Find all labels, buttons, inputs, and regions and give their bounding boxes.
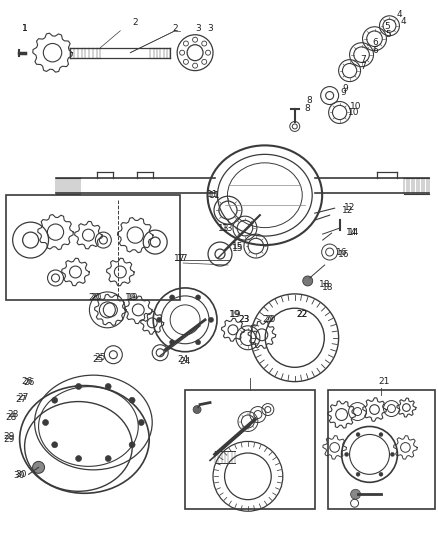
Text: 29: 29 bbox=[3, 435, 14, 444]
Text: 12: 12 bbox=[344, 203, 355, 212]
Circle shape bbox=[193, 406, 201, 414]
Text: 19: 19 bbox=[230, 310, 242, 319]
Circle shape bbox=[196, 295, 201, 300]
Circle shape bbox=[105, 383, 111, 390]
Text: 3: 3 bbox=[195, 25, 201, 33]
Text: 19: 19 bbox=[127, 293, 138, 302]
Text: 25: 25 bbox=[93, 355, 104, 364]
Text: 11: 11 bbox=[207, 190, 219, 199]
Text: 24: 24 bbox=[177, 355, 189, 364]
Text: 22: 22 bbox=[296, 310, 307, 319]
Text: 16: 16 bbox=[338, 249, 350, 259]
Text: 20: 20 bbox=[264, 316, 276, 324]
Circle shape bbox=[76, 383, 81, 390]
Text: 20: 20 bbox=[262, 316, 274, 324]
Circle shape bbox=[170, 340, 175, 345]
Circle shape bbox=[105, 456, 111, 462]
Text: 28: 28 bbox=[5, 413, 16, 422]
Bar bbox=[6, 195, 180, 300]
Text: 3: 3 bbox=[207, 25, 213, 33]
Text: 12: 12 bbox=[342, 206, 353, 215]
Text: 16: 16 bbox=[336, 247, 347, 256]
Text: 27: 27 bbox=[17, 393, 28, 402]
Text: 22: 22 bbox=[296, 310, 307, 319]
Text: 26: 26 bbox=[23, 378, 34, 387]
Text: 8: 8 bbox=[307, 96, 313, 105]
Text: 30: 30 bbox=[15, 470, 26, 479]
Text: 19: 19 bbox=[229, 310, 241, 319]
Text: 11: 11 bbox=[209, 191, 221, 200]
Text: 19: 19 bbox=[124, 293, 136, 302]
Text: 14: 14 bbox=[348, 228, 359, 237]
Text: 7: 7 bbox=[360, 62, 367, 71]
Circle shape bbox=[303, 276, 313, 286]
Text: 27: 27 bbox=[15, 395, 26, 404]
Circle shape bbox=[350, 489, 360, 499]
Text: 25: 25 bbox=[95, 353, 106, 362]
Text: 17: 17 bbox=[174, 254, 186, 263]
Text: 17: 17 bbox=[177, 254, 189, 263]
Circle shape bbox=[345, 453, 349, 456]
Circle shape bbox=[42, 419, 49, 425]
Text: 26: 26 bbox=[21, 377, 32, 386]
Text: 6: 6 bbox=[373, 38, 378, 47]
Text: 9: 9 bbox=[341, 88, 346, 97]
Text: 15: 15 bbox=[232, 244, 244, 253]
Text: 2: 2 bbox=[172, 25, 178, 33]
Text: 6: 6 bbox=[373, 46, 378, 55]
Circle shape bbox=[52, 397, 58, 403]
Text: 28: 28 bbox=[7, 410, 18, 419]
Text: 18: 18 bbox=[322, 284, 333, 293]
Text: 4: 4 bbox=[397, 10, 402, 19]
Text: 30: 30 bbox=[13, 471, 25, 480]
Circle shape bbox=[208, 317, 213, 322]
Text: 20: 20 bbox=[91, 293, 102, 302]
Text: 21: 21 bbox=[379, 377, 390, 386]
Text: 18: 18 bbox=[319, 280, 330, 289]
Text: 15: 15 bbox=[232, 241, 244, 251]
Text: 23: 23 bbox=[238, 316, 250, 324]
Text: 10: 10 bbox=[350, 102, 361, 111]
Text: 29: 29 bbox=[3, 432, 14, 441]
Text: 9: 9 bbox=[343, 84, 349, 93]
Text: 1: 1 bbox=[22, 25, 28, 33]
Circle shape bbox=[196, 340, 201, 345]
Circle shape bbox=[32, 462, 45, 473]
Text: 14: 14 bbox=[346, 228, 357, 237]
Circle shape bbox=[138, 419, 144, 425]
Text: 10: 10 bbox=[348, 108, 359, 117]
Circle shape bbox=[379, 433, 383, 437]
Text: 23: 23 bbox=[238, 316, 250, 324]
Bar bbox=[328, 390, 435, 509]
Text: 13: 13 bbox=[218, 224, 230, 232]
Text: 13: 13 bbox=[222, 224, 234, 232]
Text: 24: 24 bbox=[180, 357, 191, 366]
Text: 5: 5 bbox=[385, 22, 390, 31]
Text: 1: 1 bbox=[22, 25, 28, 33]
Text: 4: 4 bbox=[401, 17, 406, 26]
Circle shape bbox=[129, 442, 135, 448]
Text: 5: 5 bbox=[385, 30, 391, 39]
Text: 20: 20 bbox=[89, 293, 100, 302]
Circle shape bbox=[157, 317, 162, 322]
Text: 2: 2 bbox=[132, 18, 138, 27]
Bar bbox=[185, 390, 314, 509]
Circle shape bbox=[52, 442, 58, 448]
Circle shape bbox=[76, 456, 81, 462]
Circle shape bbox=[129, 397, 135, 403]
Text: 8: 8 bbox=[305, 104, 311, 113]
Text: 7: 7 bbox=[360, 55, 367, 64]
Circle shape bbox=[379, 472, 383, 477]
Circle shape bbox=[390, 453, 395, 456]
Circle shape bbox=[356, 472, 360, 477]
Circle shape bbox=[356, 433, 360, 437]
Circle shape bbox=[170, 295, 175, 300]
